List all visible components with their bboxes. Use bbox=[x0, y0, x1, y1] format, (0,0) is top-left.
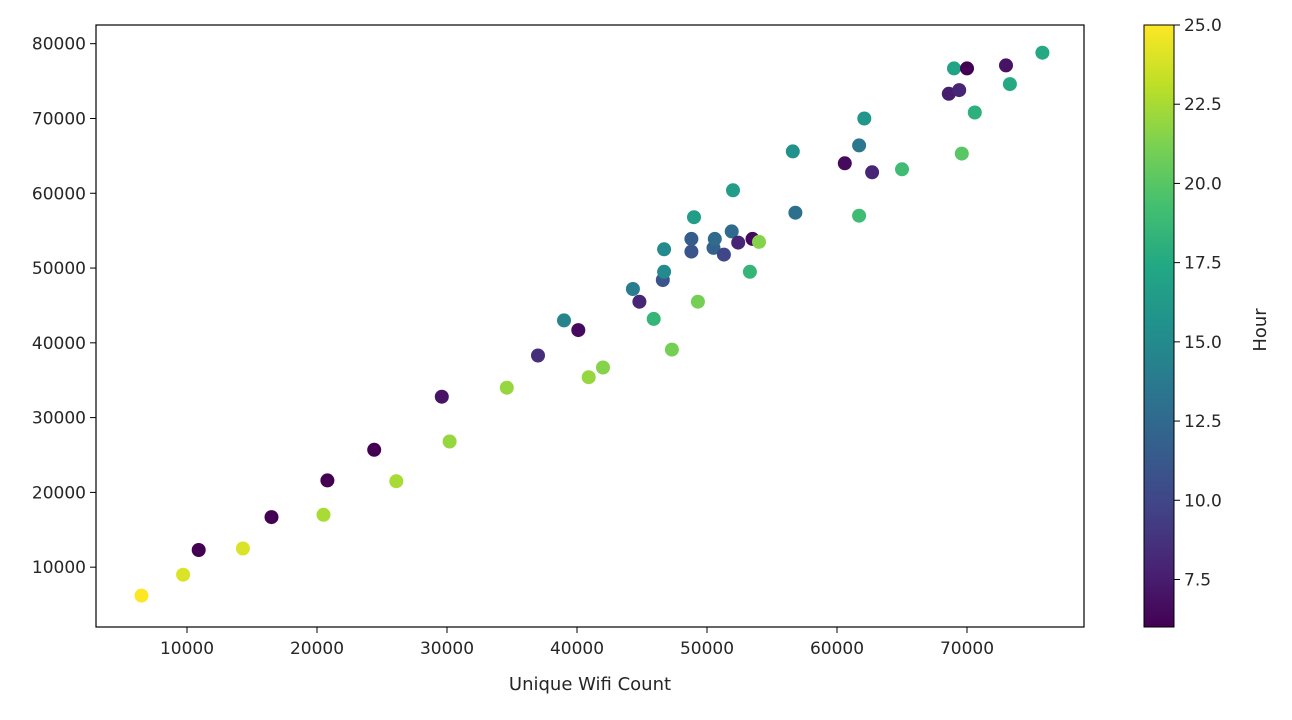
scatter-point bbox=[742, 264, 757, 279]
scatter-point bbox=[947, 61, 961, 76]
colorbar-tick-label: 10.0 bbox=[1184, 491, 1222, 511]
scatter-point bbox=[707, 231, 722, 246]
x-tick-label: 60000 bbox=[810, 639, 864, 659]
scatter-point bbox=[724, 224, 739, 239]
scatter-point bbox=[389, 474, 404, 489]
colorbar-tick-label: 25.0 bbox=[1184, 16, 1222, 36]
scatter-point bbox=[657, 264, 672, 279]
colorbar-tick-label: 22.5 bbox=[1184, 95, 1222, 115]
x-tick-label: 50000 bbox=[680, 639, 734, 659]
x-tick-label: 20000 bbox=[290, 639, 344, 659]
scatter-point bbox=[726, 183, 740, 198]
scatter-point bbox=[557, 313, 571, 328]
scatter-point bbox=[999, 58, 1013, 73]
scatter-point bbox=[596, 360, 610, 375]
scatter-point bbox=[581, 370, 596, 385]
y-axis: 10000 20000 30000 40000 50000 60000 70000 80000 bbox=[32, 35, 96, 578]
scatter-point bbox=[571, 323, 586, 338]
scatter-point bbox=[895, 162, 909, 177]
scatter-point bbox=[264, 510, 279, 525]
scatter-point bbox=[785, 144, 800, 159]
scatter-point bbox=[176, 567, 191, 582]
scatter-point bbox=[684, 231, 699, 246]
y-tick-label: 20000 bbox=[32, 483, 86, 503]
colorbar-tick-label: 7.5 bbox=[1184, 570, 1211, 590]
colorbar bbox=[1143, 24, 1175, 628]
scatter-point bbox=[731, 235, 746, 250]
scatter-point bbox=[852, 138, 867, 153]
scatter-point bbox=[235, 541, 250, 556]
scatter-point bbox=[442, 434, 457, 449]
y-tick-label: 40000 bbox=[32, 334, 86, 354]
scatter-point bbox=[320, 473, 335, 488]
colorbar-tick-label: 20.0 bbox=[1184, 174, 1222, 194]
scatter-point bbox=[687, 210, 701, 225]
scatter-point bbox=[788, 205, 803, 220]
scatter-point bbox=[960, 61, 974, 76]
colorbar-tick-label: 15.0 bbox=[1184, 333, 1222, 353]
x-axis: 10000 20000 30000 40000 50000 60000 70000 bbox=[160, 627, 994, 659]
y-tick-label: 50000 bbox=[32, 259, 86, 279]
plot-frame bbox=[95, 24, 1085, 628]
scatter-point bbox=[690, 294, 705, 309]
x-tick-label: 30000 bbox=[420, 639, 474, 659]
scatter-point bbox=[954, 146, 969, 161]
scatter-point bbox=[367, 442, 382, 457]
scatter-point bbox=[716, 247, 731, 262]
scatter-point bbox=[1002, 77, 1017, 92]
y-tick-label: 80000 bbox=[32, 35, 86, 55]
scatter-point bbox=[664, 342, 679, 357]
y-tick-label: 10000 bbox=[32, 558, 86, 578]
scatter-point bbox=[852, 208, 867, 223]
x-tick-label: 10000 bbox=[160, 639, 214, 659]
y-tick-label: 30000 bbox=[32, 409, 86, 429]
scatter-point bbox=[857, 111, 872, 126]
colorbar-tick-label: 12.5 bbox=[1184, 412, 1222, 432]
scatter-point bbox=[134, 588, 149, 603]
scatter-point bbox=[625, 282, 640, 296]
scatter-point bbox=[531, 348, 545, 363]
scatter-point bbox=[632, 294, 647, 309]
scatter-point bbox=[646, 311, 661, 326]
scatter-point bbox=[837, 156, 852, 171]
scatter-point bbox=[434, 389, 449, 404]
scatter-point bbox=[967, 105, 982, 120]
y-tick-label: 60000 bbox=[32, 184, 86, 204]
scatter-point bbox=[191, 543, 206, 557]
scatter-point bbox=[865, 165, 880, 180]
colorbar-axis: 7.5 10.0 12.5 15.0 17.5 20.0 22.5 25.0 bbox=[1174, 16, 1222, 590]
scatter-point bbox=[657, 242, 672, 257]
scatter-point bbox=[684, 244, 699, 259]
x-tick-label: 70000 bbox=[940, 639, 994, 659]
x-tick-label: 40000 bbox=[550, 639, 604, 659]
scatter-point bbox=[499, 380, 514, 395]
scatter-point bbox=[952, 83, 967, 98]
scatter-point bbox=[1035, 45, 1050, 60]
colorbar-label: Hour bbox=[1250, 308, 1271, 352]
colorbar-tick-label: 17.5 bbox=[1184, 254, 1222, 274]
x-axis-title: Unique Wifi Count bbox=[509, 674, 671, 695]
scatter-point bbox=[752, 234, 766, 249]
scatter-point bbox=[316, 507, 331, 522]
data-points bbox=[134, 45, 1050, 603]
y-tick-label: 70000 bbox=[32, 109, 86, 129]
